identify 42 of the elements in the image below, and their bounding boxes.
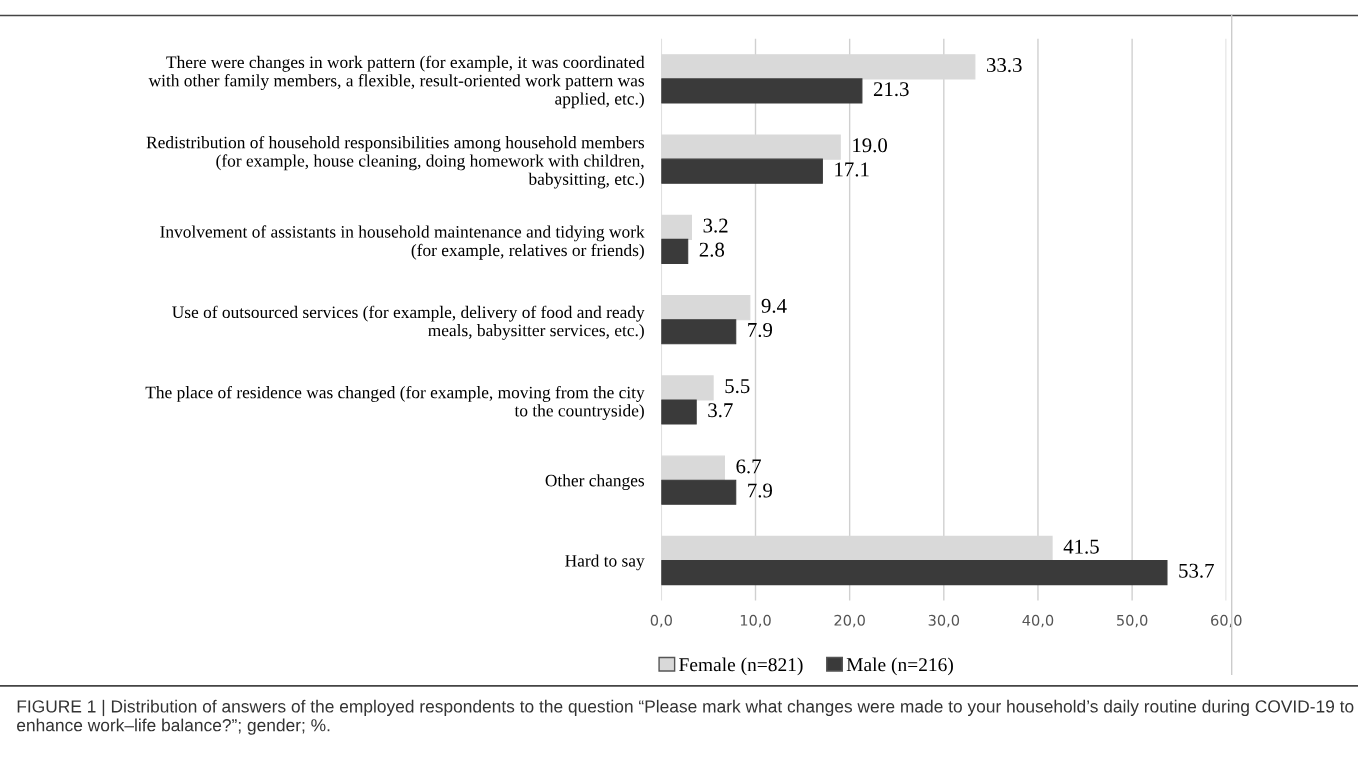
y-tick-label: There were changes in work pattern (for example, it was coordinated with other family members, a flexible, result-oriented work pattern was applied, etc.) (148, 55, 645, 109)
legend-label: Male (n=216) (846, 657, 953, 676)
y-tick-label: Use of outsourced services (for example, delivery of food and ready meals, babysitter services, etc.) (172, 305, 645, 340)
bar (661, 319, 737, 345)
data-label: 5.5 (725, 379, 750, 394)
y-tick-label: Hard to say (565, 554, 645, 571)
bar (661, 559, 1168, 586)
x-tick-label: 10,0 (740, 614, 771, 628)
data-label: 53.7 (1179, 563, 1214, 578)
caption: FIGURE 1 | Distribution of answers of the employed respondents to the question “Please mark what changes were made to your household’s daily routine during COVID-19 to enhance work–life balance?”; gender; %. (17, 699, 1354, 735)
bar (661, 455, 725, 481)
x-tick-label: 40,0 (1022, 614, 1054, 628)
x-tick-label: 0,0 (650, 614, 672, 628)
data-label: 2.8 (699, 242, 725, 257)
y-tick-label: Other changes (545, 474, 645, 490)
data-label: 21.3 (873, 82, 909, 97)
data-label: 3.2 (703, 218, 728, 233)
data-label: 19.0 (853, 138, 888, 153)
bar (661, 214, 693, 240)
bar (661, 158, 823, 184)
y-tick-label: Involvement of assistants in household maintenance and tidying work (for example, relatives or friends) (160, 225, 645, 260)
bar (661, 399, 697, 425)
x-tick-label: 60,0 (1211, 614, 1242, 628)
data-label: 9.4 (761, 298, 787, 313)
data-label: 7.9 (748, 483, 773, 498)
legend-label: Female (n=821) (679, 657, 803, 676)
data-label: 41.5 (1063, 539, 1099, 554)
data-label: 3.7 (708, 403, 733, 418)
data-label: 6.7 (736, 459, 761, 474)
data-label: 17.1 (835, 162, 869, 177)
bar (661, 375, 714, 401)
y-tick-label: Redistribution of household responsibilities among household members (for example, house cleaning, doing homework with children, babysitting, etc.) (146, 135, 645, 189)
x-tick-label: 20,0 (834, 614, 865, 628)
data-label: 7.9 (748, 322, 773, 338)
x-tick-label: 50,0 (1117, 614, 1148, 628)
bar (661, 78, 863, 104)
bar (661, 479, 737, 505)
x-tick-label: 30,0 (928, 614, 960, 628)
bar (661, 295, 751, 321)
y-tick-label: The place of residence was changed (for example, moving from the city to the countryside) (145, 385, 645, 421)
bar (661, 238, 689, 265)
data-label: 33.3 (986, 58, 1022, 73)
